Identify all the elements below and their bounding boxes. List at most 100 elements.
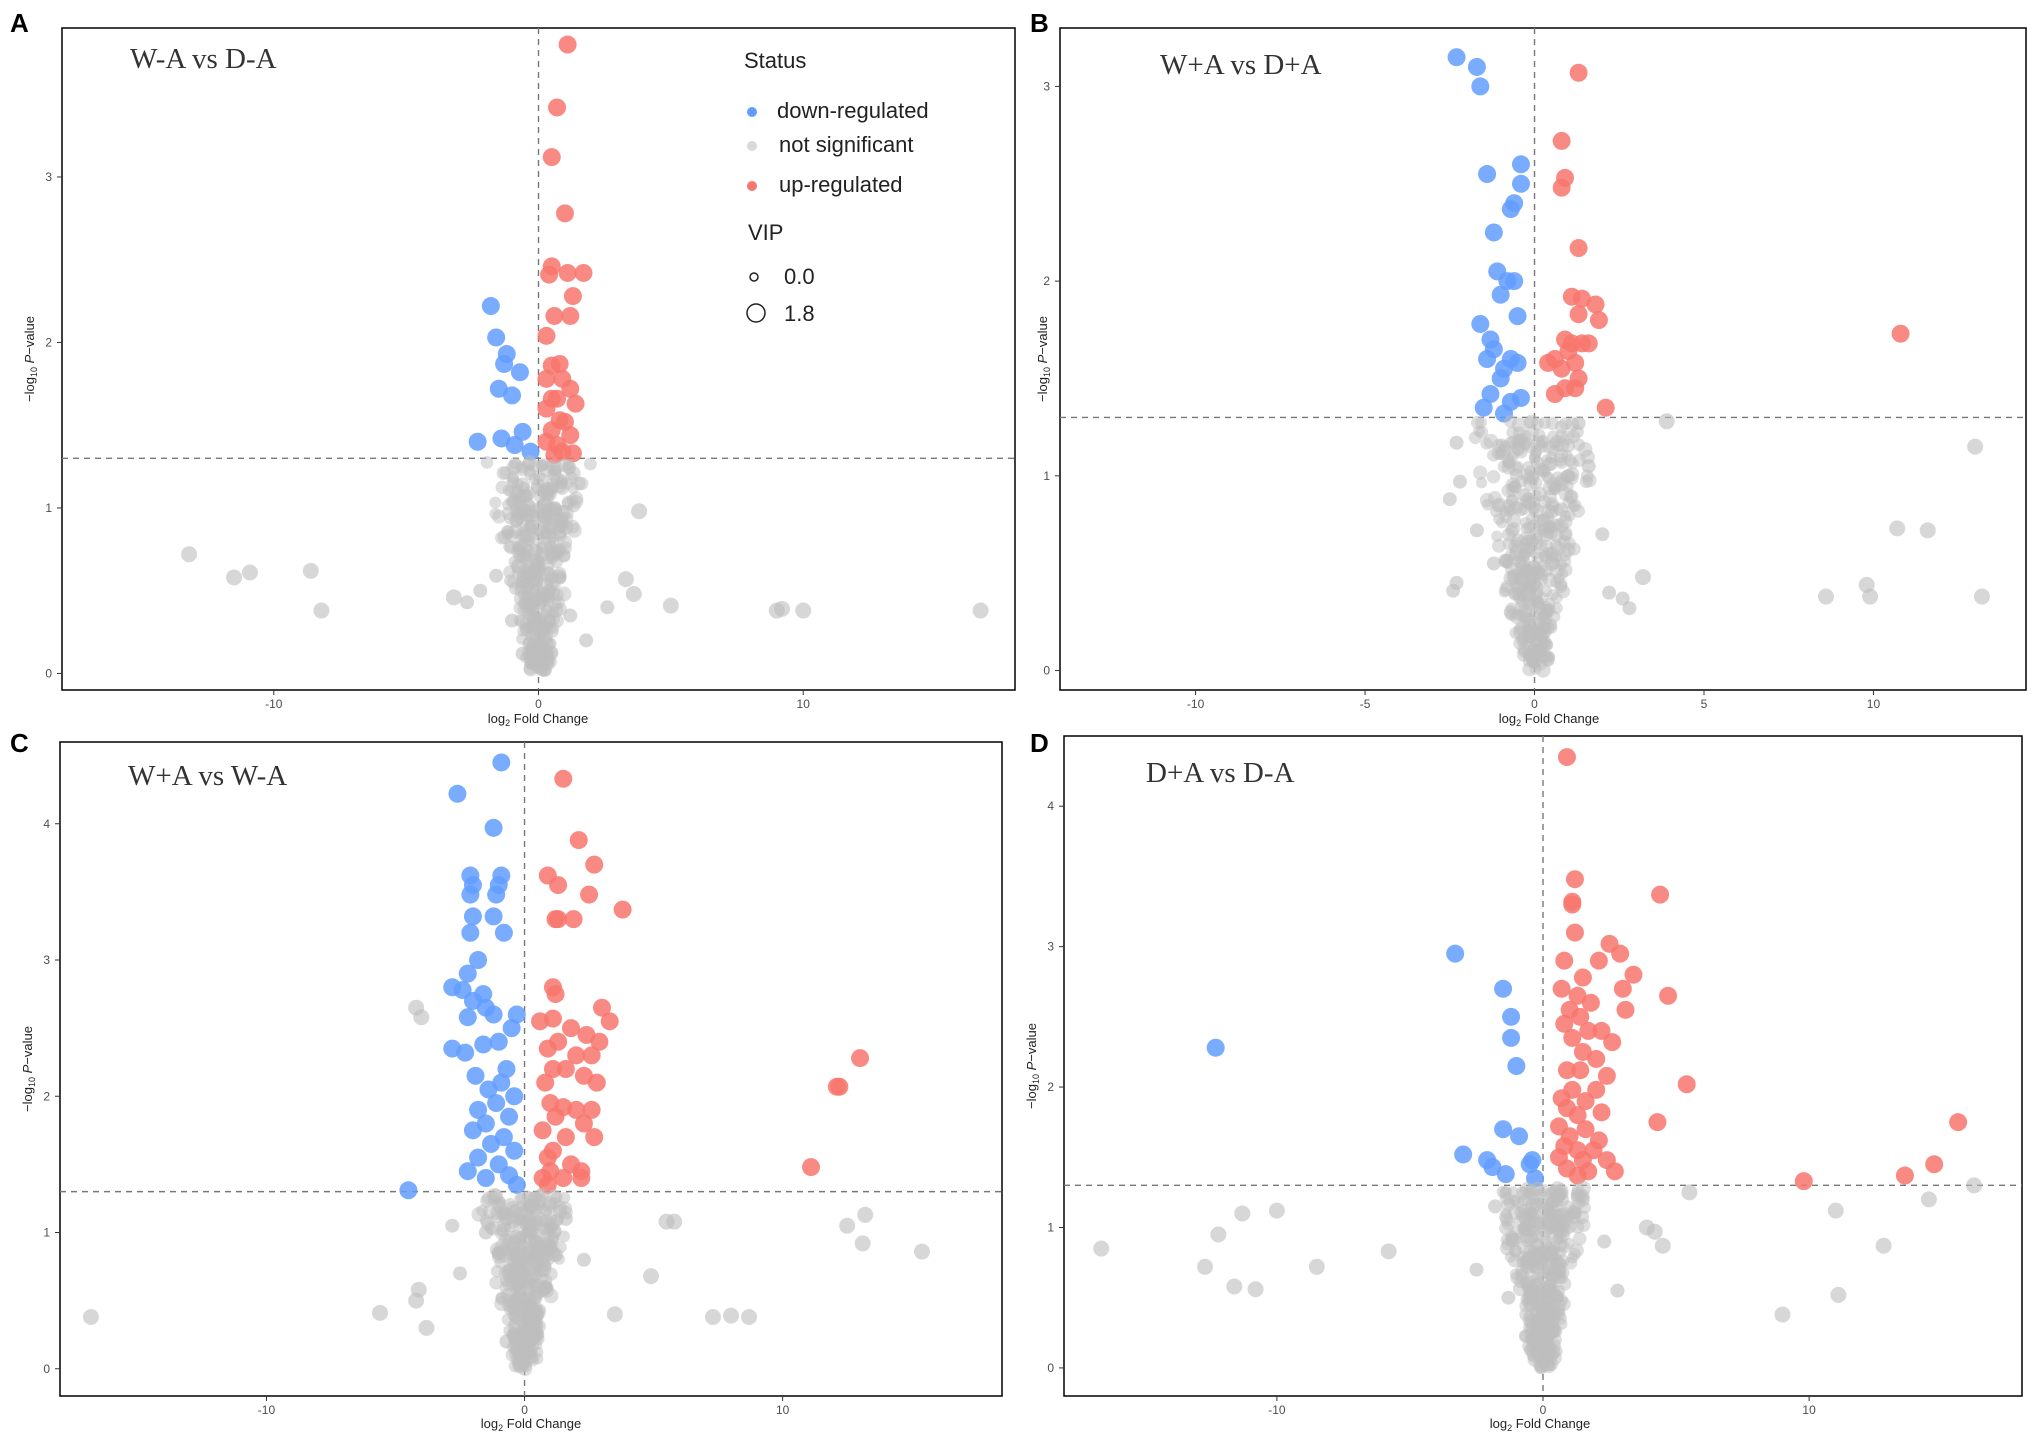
panel-c: C W+A vs W-A -10 0 10 0 1 2 3 4 log2 Fold Chang… <box>10 728 1003 1433</box>
point-up-b <box>1596 398 1615 417</box>
point-ns-cloud-c <box>495 1292 507 1304</box>
point-up-d <box>1576 1092 1595 1111</box>
point-ns-cloud-b <box>1520 573 1535 588</box>
point-ns-cloud-a <box>533 646 546 660</box>
point-down-c <box>484 907 503 926</box>
point-ns-cloud-b <box>1527 587 1543 603</box>
point-ns-a <box>972 602 989 619</box>
point-ns-cloud-b <box>1522 662 1537 677</box>
y-axis-title-d: −log10 P−value <box>1024 1023 1041 1109</box>
point-ns-cloud-b <box>1487 448 1500 462</box>
point-up-d <box>1568 1166 1587 1185</box>
point-ns-a <box>662 597 679 614</box>
point-up-d <box>1552 979 1571 998</box>
point-ns-cloud-a <box>515 477 530 493</box>
point-ns-cloud-d <box>1572 1231 1587 1246</box>
point-ns-a <box>313 602 330 619</box>
point-down-c <box>456 1043 475 1062</box>
point-ns-cloud-b <box>1468 431 1482 445</box>
point-down-c <box>461 885 480 904</box>
panel-title-a: W-A vs D-A <box>130 43 277 75</box>
point-ns-cloud-b <box>1572 438 1586 451</box>
point-ns-cloud-d <box>1546 1301 1561 1316</box>
point-ns-cloud-d <box>1522 1339 1535 1353</box>
point-ns-c <box>576 1252 591 1267</box>
point-ns-c <box>372 1304 389 1321</box>
point-down-a <box>505 436 524 455</box>
point-down-c <box>399 1181 418 1200</box>
point-ns-cloud-b <box>1530 532 1543 545</box>
point-down-c <box>497 1060 516 1078</box>
point-ns-cloud-c <box>514 1326 528 1340</box>
point-down-a <box>513 422 532 441</box>
point-up-b <box>1569 239 1588 258</box>
point-ns-d <box>1774 1306 1791 1323</box>
point-ns-cloud-d <box>1555 1318 1568 1330</box>
panel-title-d: D+A vs D-A <box>1146 757 1295 789</box>
point-ns-cloud-b <box>1550 602 1563 614</box>
point-down-c <box>469 951 488 969</box>
point-down-c <box>458 1008 477 1027</box>
point-up-a <box>537 326 556 345</box>
legend-vip-large-marker <box>746 303 766 323</box>
point-ns-cloud-a <box>554 529 567 542</box>
point-ns-cloud-a <box>516 461 528 474</box>
point-ns-cloud-d <box>1510 1271 1524 1285</box>
panel-letter-c: C <box>10 728 29 758</box>
point-ns-d <box>1197 1258 1214 1275</box>
point-up-d <box>1895 1166 1914 1185</box>
point-ns-cloud-d <box>1525 1249 1541 1265</box>
y-tick-label-b: 2 <box>1043 274 1050 288</box>
legend-vip-large-label: 1.8 <box>784 301 815 326</box>
x-tick-label-d: 10 <box>1802 1403 1816 1417</box>
point-ns-cloud-c <box>510 1343 522 1356</box>
point-ns-d <box>1966 1177 1983 1194</box>
point-up-a <box>563 287 582 306</box>
point-ns-cloud-b <box>1529 476 1543 490</box>
point-ns-cloud-d <box>1566 1205 1581 1220</box>
x-tick-label-b: 10 <box>1867 697 1881 711</box>
point-ns-cloud-c <box>510 1351 526 1367</box>
point-up-d <box>1568 1106 1587 1125</box>
point-ns-b <box>1602 585 1617 600</box>
point-ns-cloud-b <box>1556 568 1569 580</box>
point-up-c <box>590 1032 609 1051</box>
y-tick-label-a: 2 <box>45 335 52 349</box>
point-ns-cloud-a <box>535 541 549 555</box>
point-ns-d <box>1501 1290 1516 1305</box>
point-ns-a <box>617 571 634 588</box>
point-ns-cloud-c <box>529 1304 542 1317</box>
point-ns-cloud-b <box>1517 642 1531 656</box>
point-ns-cloud-b <box>1547 588 1559 601</box>
point-ns-d <box>1234 1205 1251 1222</box>
point-ns-d <box>1268 1202 1285 1219</box>
point-down-c <box>492 753 511 772</box>
point-down-c <box>507 1005 526 1024</box>
point-ns-cloud-a <box>562 460 577 475</box>
point-ns-cloud-c <box>530 1333 542 1345</box>
point-down-d <box>1502 1028 1521 1047</box>
point-ns-cloud-b <box>1539 550 1551 562</box>
point-ns-cloud-c <box>553 1253 565 1265</box>
point-ns-cloud-b <box>1535 662 1551 678</box>
legend: Status down-regulated not significant up… <box>744 48 929 326</box>
y-tick-label-a: 3 <box>45 170 52 184</box>
point-down-b <box>1471 77 1490 96</box>
point-ns-cloud-c <box>487 1191 501 1205</box>
point-ns-cloud-b <box>1507 480 1520 493</box>
point-ns-cloud-a <box>536 587 550 601</box>
point-ns-cloud-d <box>1571 1187 1583 1199</box>
point-ns-b <box>1452 474 1467 489</box>
point-up-d <box>1592 1103 1611 1122</box>
point-up-c <box>538 1148 557 1167</box>
point-ns-cloud-c <box>490 1264 504 1278</box>
panel-title-b: W+A vs D+A <box>1160 49 1322 81</box>
point-ns-cloud-d <box>1505 1232 1520 1246</box>
point-ns-cloud-b <box>1509 500 1524 515</box>
point-ns-cloud-a <box>497 529 512 544</box>
point-up-d <box>1925 1155 1944 1174</box>
point-ns-cloud-d <box>1542 1285 1554 1297</box>
point-up-c <box>585 855 604 874</box>
legend-vip-small-marker <box>749 272 759 282</box>
